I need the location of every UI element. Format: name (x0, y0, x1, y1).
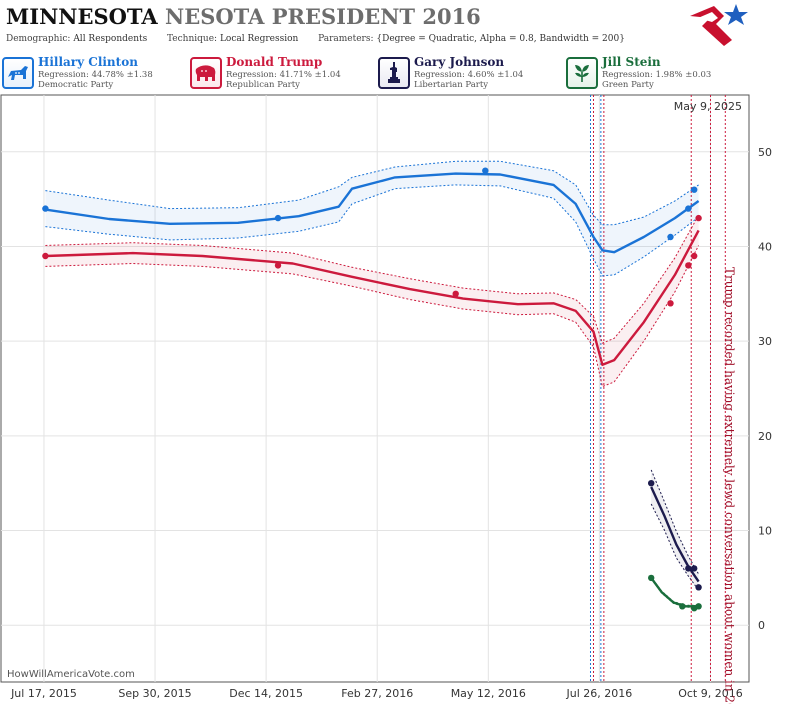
poll-point-donald-trump (685, 262, 692, 269)
candidate-regression: Regression: 1.98% ±0.03 (602, 70, 712, 80)
elephant-icon (190, 57, 222, 89)
y-tick-label: 10 (758, 525, 772, 538)
trend-line-jill-stein (650, 577, 699, 608)
watermark-text: HowWillAmericaVote.com (7, 669, 135, 680)
x-tick-label: Jul 17, 2015 (10, 687, 77, 700)
y-tick-label: 0 (758, 619, 765, 632)
statue-of-liberty-icon (378, 57, 410, 89)
technique-label: Technique: (167, 34, 218, 44)
upper-bound-hillary-clinton (45, 160, 699, 226)
poll-point-jill-stein (648, 574, 655, 582)
plot-frame (0, 94, 750, 683)
poll-point-donald-trump (691, 252, 698, 260)
poll-point-jill-stein (695, 603, 702, 610)
demographic-value: All Respondents (73, 34, 148, 44)
y-tick-label: 40 (758, 240, 772, 253)
poll-point-jill-stein (679, 603, 686, 610)
title-state: MINNESOTA (6, 4, 158, 29)
x-tick-label: May 12, 2016 (451, 687, 526, 700)
poll-point-hillary-clinton (685, 205, 692, 212)
lower-bound-donald-trump (45, 245, 700, 388)
parameters-line: Demographic: All Respondents Technique: … (6, 34, 625, 44)
candidate-regression: Regression: 41.71% ±1.04 (226, 70, 341, 80)
page-title: MINNESOTA NESOTA PRESIDENT 2016 (6, 4, 481, 29)
trend-line-donald-trump (45, 229, 700, 366)
candidate-card-johnson[interactable]: Gary Johnson Regression: 4.60% ±1.04 Lib… (376, 54, 563, 94)
candidate-party: Democratic Party (38, 80, 114, 90)
poll-point-hillary-clinton (482, 167, 489, 174)
candidate-name: Donald Trump (226, 55, 323, 69)
x-tick-label: Oct 9, 2016 (678, 687, 743, 700)
candidate-card-clinton[interactable]: Hillary Clinton Regression: 44.78% ±1.38… (0, 54, 187, 94)
confidence-band-donald-trump (45, 215, 699, 387)
trend-line-hillary-clinton (45, 172, 700, 254)
poll-point-gary-johnson (685, 565, 692, 572)
poll-point-donald-trump (274, 262, 282, 269)
demographic-label: Demographic: (6, 34, 71, 44)
poll-point-gary-johnson (695, 584, 702, 591)
lower-bound-hillary-clinton (45, 184, 699, 277)
candidate-card-stein[interactable]: Jill Stein Regression: 1.98% ±0.03 Green… (564, 54, 751, 94)
poll-point-hillary-clinton (667, 233, 674, 241)
candidate-party: Republican Party (226, 80, 300, 90)
parameters-label: Parameters: (318, 34, 374, 44)
candidate-name: Hillary Clinton (38, 55, 138, 69)
x-tick-label: Feb 27, 2016 (341, 687, 413, 700)
site-logo-icon (690, 4, 748, 46)
donkey-icon (2, 57, 34, 89)
technique-value: Local Regression (219, 34, 299, 44)
candidate-name: Gary Johnson (414, 55, 505, 69)
candidate-regression: Regression: 44.78% ±1.38 (38, 70, 153, 80)
candidate-card-trump[interactable]: Donald Trump Regression: 41.71% ±1.04 Re… (188, 54, 375, 94)
current-date-label: May 9, 2025 (674, 100, 742, 113)
poll-point-donald-trump (452, 290, 459, 297)
poll-point-gary-johnson (691, 565, 698, 572)
upper-bound-gary-johnson (650, 469, 700, 575)
leaf-icon (566, 57, 598, 89)
poll-point-hillary-clinton (42, 205, 49, 212)
x-tick-label: Sep 30, 2015 (118, 687, 191, 700)
candidate-legend: Hillary Clinton Regression: 44.78% ±1.38… (0, 54, 789, 94)
candidate-party: Libertarian Party (414, 80, 489, 90)
poll-point-donald-trump (42, 252, 49, 260)
poll-point-donald-trump (667, 300, 674, 307)
event-annotation: Trump recorded having extremely lewd con… (723, 267, 737, 704)
poll-point-donald-trump (695, 214, 702, 222)
candidate-regression: Regression: 4.60% ±1.04 (414, 70, 524, 80)
poll-point-gary-johnson (648, 480, 655, 487)
confidence-band-gary-johnson (651, 469, 699, 591)
poll-point-hillary-clinton (274, 214, 282, 222)
candidate-party: Green Party (602, 80, 654, 90)
poll-point-hillary-clinton (691, 186, 698, 193)
title-race: NESOTA PRESIDENT 2016 (165, 4, 481, 29)
candidate-name: Jill Stein (602, 55, 661, 69)
x-tick-label: Jul 26, 2016 (566, 687, 633, 700)
header: MINNESOTA NESOTA PRESIDENT 2016 Demograp… (0, 0, 789, 50)
trend-line-gary-johnson (650, 486, 700, 583)
y-tick-label: 50 (758, 146, 772, 159)
confidence-band-hillary-clinton (45, 161, 699, 276)
y-tick-label: 30 (758, 335, 772, 348)
x-tick-label: Dec 14, 2015 (229, 687, 303, 700)
parameters-value: {Degree = Quadratic, Alpha = 0.8, Bandwi… (376, 34, 625, 44)
y-tick-label: 20 (758, 430, 772, 443)
